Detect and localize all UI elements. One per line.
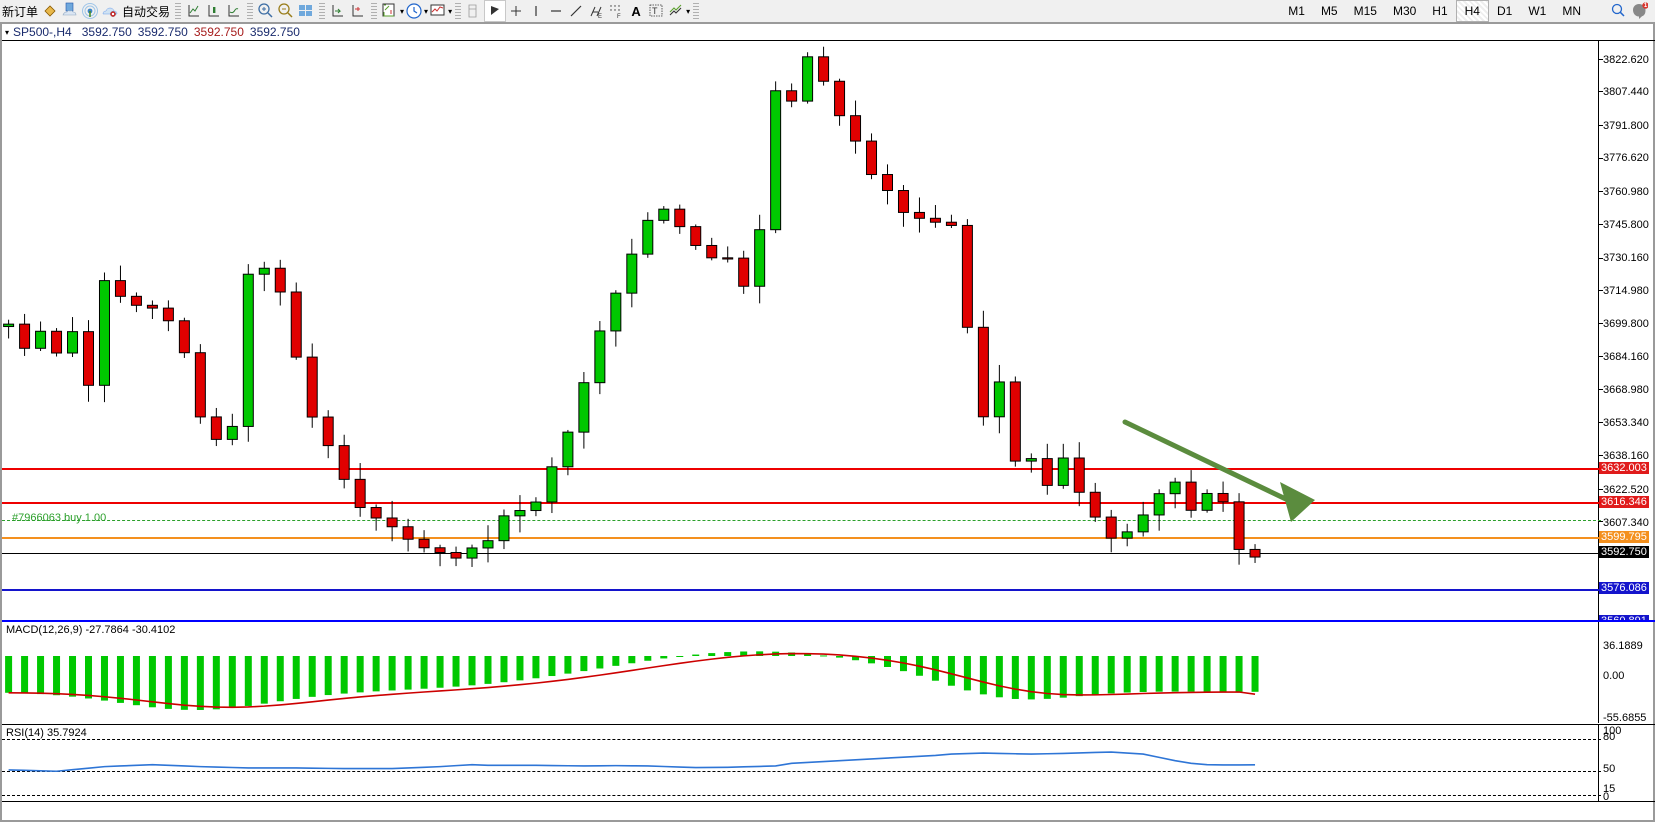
svg-text:E: E: [598, 14, 602, 19]
svg-text:F: F: [617, 14, 621, 19]
svg-text:T: T: [652, 6, 658, 16]
